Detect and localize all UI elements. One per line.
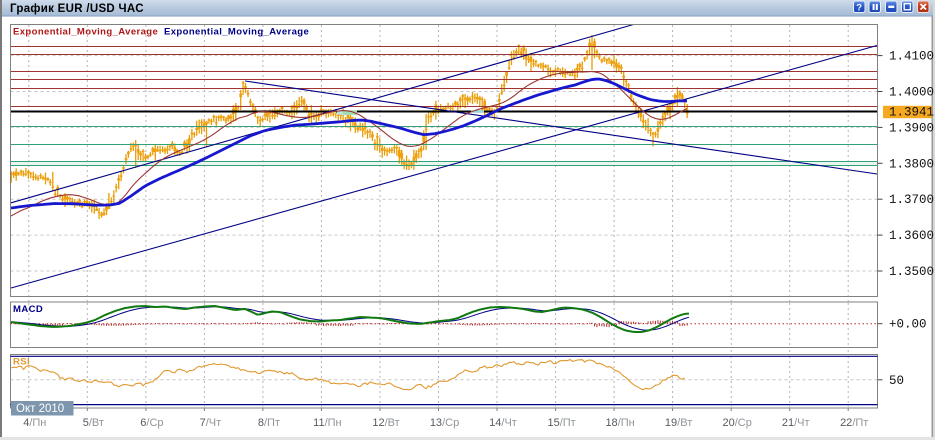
svg-text:1.3941: 1.3941 [889,106,934,120]
svg-text:RSI: RSI [13,357,30,368]
svg-text:1.3600: 1.3600 [889,229,934,243]
svg-text:Exponential_Moving_Average: Exponential_Moving_Average [164,27,309,38]
svg-text:1.3900: 1.3900 [889,121,934,135]
svg-text:6/Ср: 6/Ср [140,417,163,429]
svg-text:1.4000: 1.4000 [889,86,934,100]
svg-text:15/Пт: 15/Пт [547,417,575,429]
svg-text:19/Вт: 19/Вт [665,417,692,429]
svg-text:50: 50 [889,374,904,388]
svg-text:11/Пн: 11/Пн [313,417,341,429]
svg-text:7/Чт: 7/Чт [200,417,222,429]
svg-text:14/Чт: 14/Чт [489,417,517,429]
svg-text:18/Пн: 18/Пн [605,417,634,429]
svg-text:График EUR /USD ЧАС: График EUR /USD ЧАС [10,3,144,15]
svg-text:?: ? [856,3,862,14]
svg-text:5/Вт: 5/Вт [83,417,104,429]
svg-text:1.3700: 1.3700 [889,193,934,207]
svg-text:12/Вт: 12/Вт [372,417,399,429]
svg-text:8/Пт: 8/Пт [258,417,280,429]
svg-text:13/Ср: 13/Ср [430,417,459,429]
svg-text:1.3500: 1.3500 [889,265,934,279]
svg-text:4/Пн: 4/Пн [23,417,46,429]
svg-text:MACD: MACD [13,304,43,315]
svg-text:20/Ср: 20/Ср [723,417,752,429]
svg-text:1.4100: 1.4100 [889,50,934,64]
svg-text:Окт 2010: Окт 2010 [16,403,64,415]
svg-text:22/Пт: 22/Пт [840,417,868,429]
svg-text:Exponential_Moving_Average: Exponential_Moving_Average [13,27,158,38]
svg-text:+0.00: +0.00 [889,318,927,332]
svg-text:21/Чт: 21/Чт [782,417,810,429]
svg-text:1.3800: 1.3800 [889,157,934,171]
